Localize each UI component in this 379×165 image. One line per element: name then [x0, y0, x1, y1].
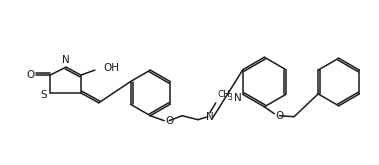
Text: O: O — [275, 111, 283, 121]
Text: OH: OH — [104, 63, 120, 73]
Text: 3: 3 — [228, 93, 233, 102]
Text: O: O — [26, 70, 34, 80]
Text: N: N — [62, 55, 70, 65]
Text: CH: CH — [218, 90, 231, 99]
Text: S: S — [40, 90, 47, 100]
Text: N: N — [234, 93, 242, 103]
Text: O: O — [165, 116, 173, 126]
Text: N: N — [206, 112, 214, 122]
